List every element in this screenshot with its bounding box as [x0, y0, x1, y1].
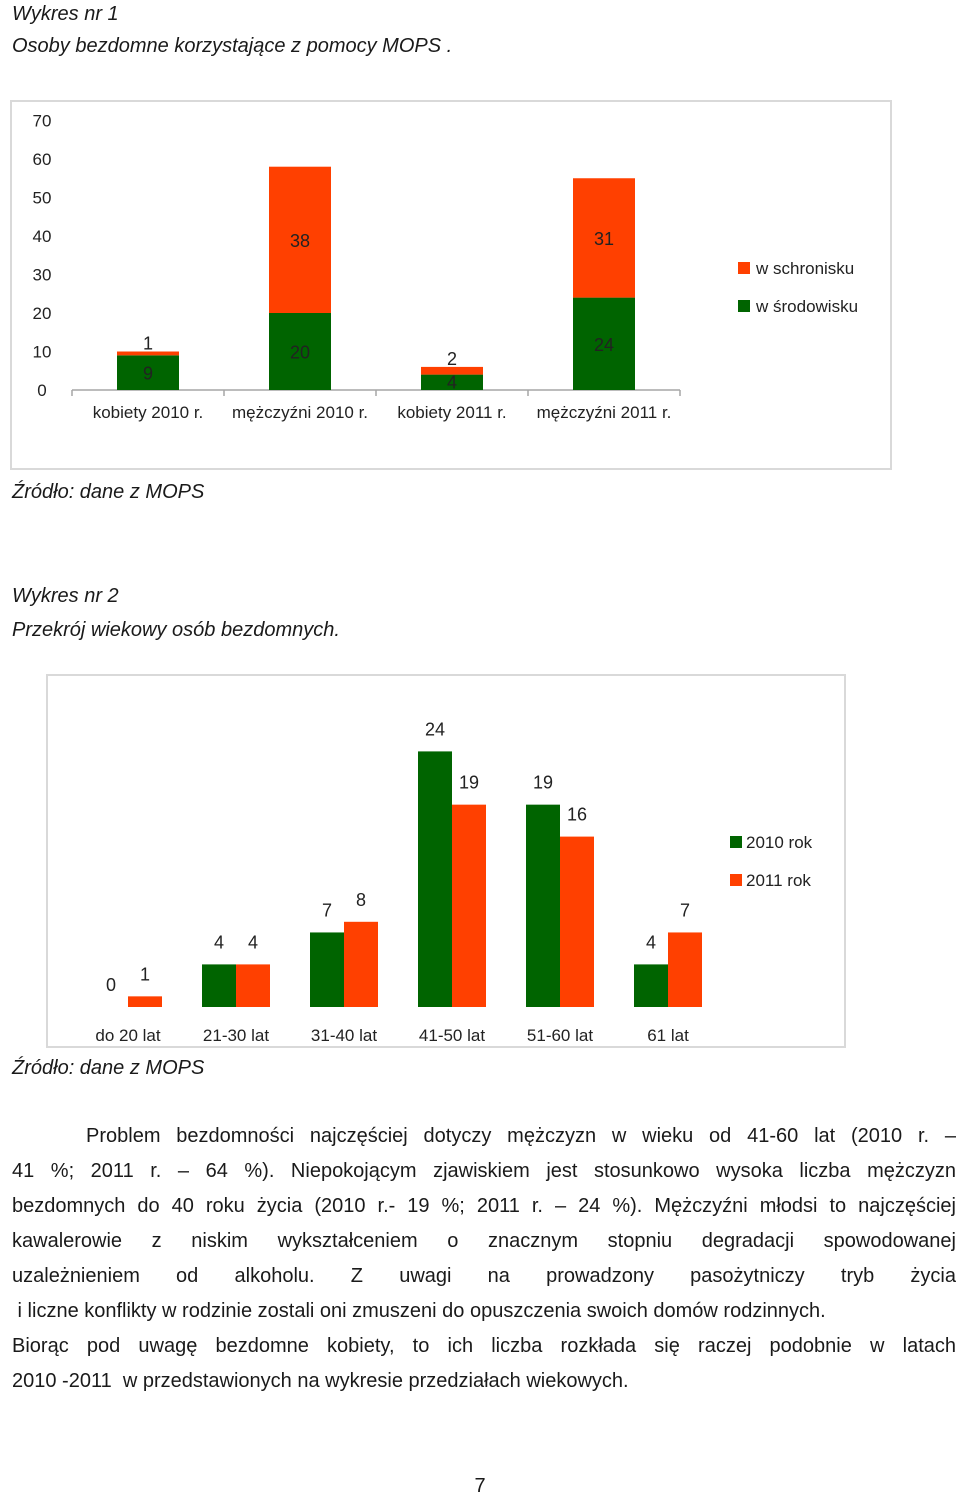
y-tick-label: 60	[33, 150, 52, 169]
paragraph-2-line: 2010 -2011 w przedstawionych na wykresie…	[12, 1370, 629, 1392]
data-label: 38	[290, 231, 310, 251]
data-label: 0	[106, 975, 116, 995]
legend-swatch	[738, 300, 750, 312]
chart2-caption-number: Wykres nr 2	[12, 585, 119, 607]
legend-swatch	[730, 836, 742, 848]
bar-segment	[421, 366, 483, 375]
chart1-svg: 0 10 20 30 40 50 60 70 9 1 kobiety 2010 r. 20 38 mężc…	[33, 112, 859, 423]
data-label: 20	[290, 343, 310, 363]
data-label: 4	[447, 373, 457, 393]
y-tick-label: 0	[37, 381, 46, 400]
paragraph-2: Biorąc pod uwagę bezdomne kobiety, to ic…	[12, 1329, 956, 1399]
data-label: 1	[140, 964, 150, 984]
paragraph-1-line: bezdomnych do 40 roku życia (2010 r.- 19…	[12, 1195, 956, 1217]
paragraph-1: Problem bezdomności najczęściej dotyczy …	[12, 1119, 956, 1329]
paragraph-1-line: 41 %; 2011 r. – 64 %). Niepokojącym zjaw…	[12, 1160, 956, 1182]
legend-swatch	[738, 262, 750, 274]
y-tick-label: 20	[33, 304, 52, 323]
y-tick-label: 10	[33, 343, 52, 362]
legend-label: 2010 rok	[746, 833, 813, 852]
chart2-caption-title: Przekrój wiekowy osób bezdomnych.	[12, 619, 340, 641]
bar	[560, 836, 594, 1007]
data-label: 19	[533, 773, 553, 793]
data-label: 7	[322, 900, 332, 920]
paragraph-1-line: uzależnieniem od alkoholu. Z uwagi na pr…	[12, 1265, 956, 1287]
category-label: 31-40 lat	[311, 1026, 377, 1045]
bar	[418, 751, 452, 1007]
chart2-source: Źródło: dane z MOPS	[12, 1057, 205, 1079]
category-label: mężczyźni 2010 r.	[232, 403, 368, 422]
chart1-caption-title: Osoby bezdomne korzystające z pomocy MOP…	[12, 35, 453, 57]
bar	[452, 804, 486, 1007]
category-label: 51-60 lat	[527, 1026, 593, 1045]
bar	[344, 921, 378, 1007]
data-label: 24	[425, 719, 445, 739]
bar-segment	[117, 351, 179, 356]
category-label: do 20 lat	[95, 1026, 160, 1045]
category-label: 61 lat	[647, 1026, 689, 1045]
bar-segment	[269, 166, 331, 313]
bar-segment	[269, 313, 331, 390]
bar	[310, 932, 344, 1007]
category-label: kobiety 2011 r.	[397, 403, 506, 422]
category-label: 21-30 lat	[203, 1026, 269, 1045]
bar	[236, 964, 270, 1007]
chart1-frame: 0 10 20 30 40 50 60 70 9 1 kobiety 2010 r. 20 38 mężc…	[10, 100, 892, 470]
paragraph-2-line: Biorąc pod uwagę bezdomne kobiety, to ic…	[12, 1335, 956, 1357]
bar	[526, 804, 560, 1007]
data-label: 7	[680, 900, 690, 920]
chart1-source: Źródło: dane z MOPS	[12, 481, 205, 503]
data-label: 24	[594, 335, 614, 355]
legend-label: w środowisku	[755, 297, 858, 316]
paragraph-1-line: Problem bezdomności najczęściej dotyczy …	[86, 1125, 956, 1147]
category-label: 41-50 lat	[419, 1026, 485, 1045]
data-label: 2	[447, 349, 457, 369]
y-tick-label: 30	[33, 266, 52, 285]
data-label: 9	[143, 364, 153, 384]
paragraph-1-line: kawalerowie z niskim wykształceniem o zn…	[12, 1230, 956, 1252]
legend-label: w schronisku	[755, 259, 854, 278]
bar	[668, 932, 702, 1007]
page-number: 7	[474, 1475, 486, 1497]
data-label: 4	[646, 932, 656, 952]
data-label: 19	[459, 773, 479, 793]
chart1-caption-number: Wykres nr 1	[12, 3, 119, 25]
bar-segment	[573, 178, 635, 298]
bar	[202, 964, 236, 1007]
data-label: 31	[594, 229, 614, 249]
bar-segment	[117, 355, 179, 390]
bar-segment	[421, 374, 483, 390]
data-label: 16	[567, 805, 587, 825]
bar	[634, 964, 668, 1007]
data-label: 1	[143, 334, 153, 354]
legend-label: 2011 rok	[746, 871, 811, 890]
bar-segment	[573, 297, 635, 390]
data-label: 4	[214, 932, 224, 952]
y-tick-label: 40	[33, 227, 52, 246]
legend-swatch	[730, 874, 742, 886]
category-label: kobiety 2010 r.	[93, 403, 204, 422]
data-label: 4	[248, 932, 258, 952]
bar	[128, 996, 162, 1007]
data-label: 8	[356, 890, 366, 910]
y-tick-label: 50	[33, 189, 52, 208]
y-tick-label: 70	[33, 112, 52, 131]
category-label: mężczyźni 2011 r.	[537, 403, 672, 422]
paragraph-1-line: i liczne konflikty w rodzinie zostali on…	[12, 1300, 826, 1322]
